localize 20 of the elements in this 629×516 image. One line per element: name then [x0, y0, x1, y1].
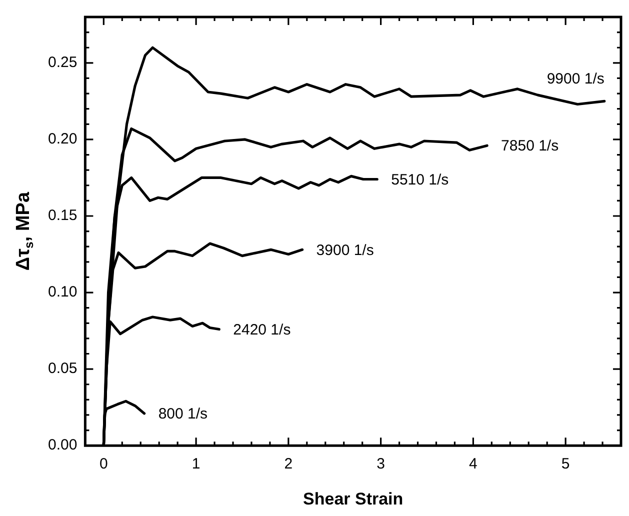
x-axis-title: Shear Strain [303, 489, 404, 508]
y-tick-label: 0.25 [48, 54, 78, 72]
series-label: 800 1/s [158, 406, 208, 423]
series-label: 5510 1/s [391, 171, 449, 188]
y-tick-label: 0.20 [48, 130, 78, 148]
y-tick-label: 0.00 [48, 436, 78, 454]
y-tick-label: 0.15 [48, 207, 78, 224]
x-tick-label: 3 [376, 456, 385, 473]
x-tick-label: 4 [469, 456, 478, 473]
series-label: 7850 1/s [501, 138, 559, 155]
y-tick-label: 0.05 [48, 360, 78, 378]
x-tick-label: 1 [192, 456, 200, 473]
series-label: 2420 1/s [233, 321, 291, 338]
y-tick-label: 0.10 [48, 284, 78, 301]
legend-label: 9900 1/s [546, 70, 604, 88]
series-label: 3900 1/s [316, 242, 374, 259]
y-axis-title: Δτs, MPa [13, 192, 36, 271]
x-tick-label: 2 [284, 456, 293, 473]
x-tick-label: 5 [561, 456, 570, 473]
x-tick-label: 0 [100, 456, 108, 473]
